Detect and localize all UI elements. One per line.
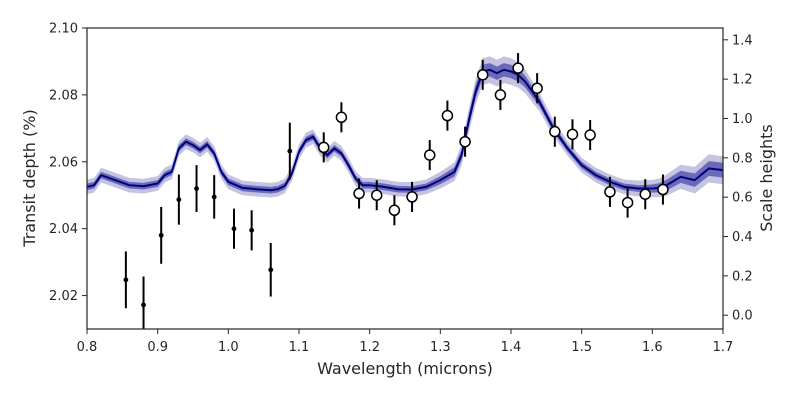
- data-point-open: [388, 195, 401, 226]
- marker-small: [194, 186, 199, 191]
- marker-open: [476, 69, 489, 81]
- data-point-small: [141, 276, 146, 329]
- data-point-small: [194, 165, 199, 212]
- marker-small: [176, 197, 182, 202]
- x-tick-label: 0.8: [77, 340, 98, 355]
- y2-tick-label: 1.2: [732, 73, 753, 88]
- marker-open: [335, 111, 348, 124]
- x-tick-label: 1.3: [430, 340, 451, 355]
- x-axis-label: Wavelength (microns): [317, 359, 493, 378]
- marker-small: [231, 226, 237, 232]
- data-point-open: [531, 73, 543, 104]
- data-point-open: [512, 53, 524, 84]
- marker-open: [657, 183, 669, 196]
- x-axis: 0.8 0.9 1.0 1.1 1.2 1.3 1.4 1.5 1.6 1.7: [77, 329, 734, 355]
- y-axis-left: 2.02 2.04 2.06 2.08 2.10: [49, 22, 87, 304]
- model-spectrum-line: [87, 68, 723, 192]
- x-tick-label: 0.9: [147, 340, 168, 355]
- data-point-small: [176, 174, 182, 225]
- data-point-open: [549, 116, 561, 147]
- y2-tick-label: 0.6: [732, 191, 753, 206]
- data-point-small: [211, 175, 217, 219]
- data-point-open: [476, 59, 489, 90]
- marker-open: [406, 191, 418, 203]
- data-point-open: [370, 180, 383, 211]
- y2-tick-label: 1.0: [732, 112, 753, 127]
- marker-open: [512, 62, 524, 74]
- data-point-open: [441, 100, 454, 131]
- data-point-small: [123, 251, 129, 309]
- data-point-open: [584, 119, 596, 151]
- x-tick-label: 1.0: [218, 340, 239, 355]
- marker-small: [141, 302, 146, 308]
- marker-open: [584, 129, 596, 141]
- marker-open: [621, 196, 634, 209]
- model-uncertainty-band-outer: [87, 56, 723, 198]
- data-point-small: [249, 210, 255, 251]
- marker-open: [604, 186, 616, 198]
- x-tick-label: 1.2: [359, 340, 380, 355]
- y2-tick-label: 0.0: [732, 309, 753, 324]
- marker-open: [459, 135, 471, 148]
- x-tick-label: 1.7: [713, 340, 734, 355]
- marker-open: [423, 149, 436, 161]
- marker-open: [549, 125, 561, 138]
- data-point-small: [231, 208, 237, 249]
- plot-area: [86, 27, 724, 330]
- marker-open: [639, 188, 652, 200]
- y2-tick-label: 0.2: [732, 269, 753, 284]
- data-point-open: [335, 102, 348, 133]
- data-point-open: [657, 174, 669, 205]
- marker-open: [494, 89, 507, 101]
- y-tick-label: 2.10: [49, 22, 78, 37]
- marker-open: [388, 204, 401, 217]
- marker-open: [531, 82, 543, 94]
- marker-open: [441, 109, 454, 122]
- y-tick-label: 2.04: [49, 222, 78, 237]
- data-point-open: [621, 187, 634, 218]
- data-point-open: [317, 132, 330, 163]
- x-tick-label: 1.1: [289, 340, 310, 355]
- x-tick-label: 1.5: [571, 340, 592, 355]
- y-tick-label: 2.08: [49, 88, 78, 103]
- data-point-open: [494, 79, 507, 110]
- y2-tick-label: 0.8: [732, 151, 753, 166]
- y-axis-right: 0.0 0.2 0.4 0.6 0.8 1.0 1.2 1.4: [723, 33, 753, 324]
- marker-small: [268, 267, 274, 273]
- y2-axis-label: Scale heights: [757, 124, 776, 231]
- y-tick-label: 2.02: [49, 289, 78, 304]
- data-point-open: [639, 179, 652, 210]
- y-axis-label: Transit depth (%): [20, 109, 39, 247]
- data-point-open: [423, 140, 436, 171]
- data-point-open: [566, 119, 579, 150]
- marker-open: [370, 189, 383, 201]
- data-point-small: [158, 206, 164, 264]
- data-point-open: [604, 176, 616, 207]
- data-point-open: [459, 126, 471, 157]
- model-uncertainty-band-inner: [87, 63, 723, 194]
- data-point-open: [406, 181, 418, 212]
- data-point-open: [353, 178, 365, 209]
- marker-small: [249, 227, 255, 233]
- marker-small: [211, 194, 217, 200]
- data-point-small: [287, 122, 293, 180]
- data-point-small: [268, 243, 274, 297]
- x-tick-label: 1.4: [501, 340, 522, 355]
- marker-small: [158, 232, 164, 238]
- marker-open: [566, 128, 579, 141]
- marker-small: [287, 148, 293, 154]
- marker-open: [317, 141, 330, 154]
- y2-tick-label: 0.4: [732, 230, 753, 245]
- marker-small: [123, 277, 129, 283]
- marker-open: [353, 187, 365, 200]
- y-tick-label: 2.06: [49, 155, 78, 170]
- data-points: [123, 53, 669, 329]
- plot-frame: [86, 27, 724, 330]
- x-tick-label: 1.6: [642, 340, 663, 355]
- y2-tick-label: 1.4: [732, 33, 753, 48]
